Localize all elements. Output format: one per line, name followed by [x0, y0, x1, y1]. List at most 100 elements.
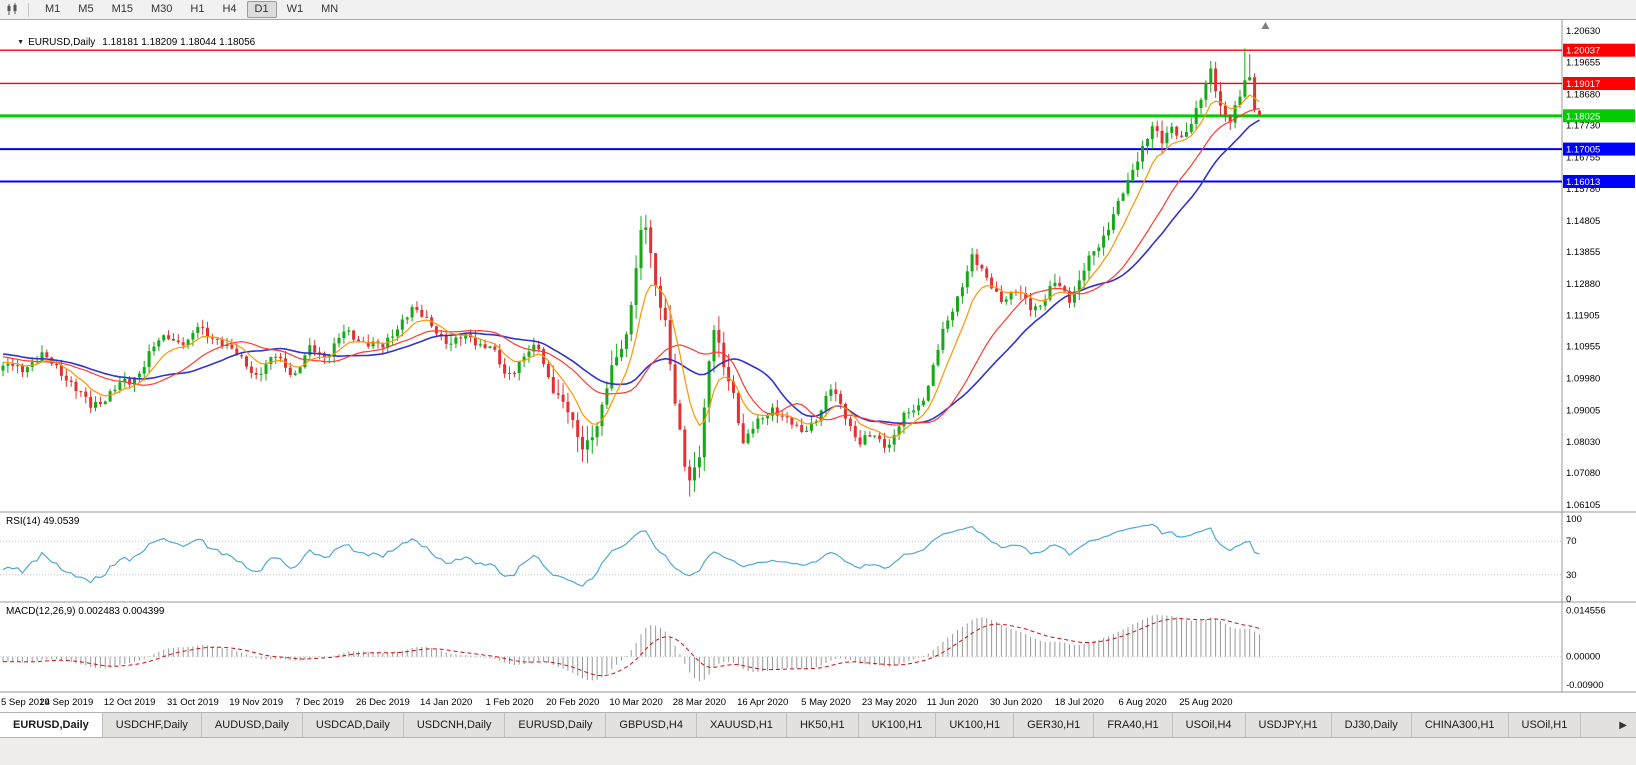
panel-borders: [0, 20, 1636, 693]
chart-tab-xauusd-h1[interactable]: XAUUSD,H1: [696, 713, 787, 737]
svg-text:31 Oct 2019: 31 Oct 2019: [167, 697, 219, 708]
svg-text:1.16013: 1.16013: [1566, 177, 1600, 188]
svg-text:1.16755: 1.16755: [1566, 152, 1600, 163]
svg-text:14 Jan 2020: 14 Jan 2020: [420, 697, 472, 708]
svg-text:1.18025: 1.18025: [1566, 111, 1600, 122]
macd-panel: [0, 614, 1562, 682]
chart-tab-uk100-h1[interactable]: UK100,H1: [858, 713, 937, 737]
svg-text:70: 70: [1566, 536, 1577, 547]
timeframe-button-m15[interactable]: M15: [111, 3, 133, 15]
svg-text:100: 100: [1566, 514, 1582, 525]
svg-text:1.19017: 1.19017: [1566, 79, 1600, 90]
timeframe-button-m5[interactable]: M5: [78, 3, 94, 15]
chart-tab-dj30-daily[interactable]: DJ30,Daily: [1331, 713, 1412, 737]
svg-text:0: 0: [1566, 594, 1571, 605]
timeframe-toolbar: M1 M5 M15 M30 H1 H4 D1 W1 MN: [0, 0, 1636, 20]
svg-text:1.09980: 1.09980: [1566, 374, 1600, 385]
svg-text:18 Jul 2020: 18 Jul 2020: [1055, 697, 1104, 708]
svg-text:1.11905: 1.11905: [1566, 311, 1600, 322]
svg-text:16 Apr 2020: 16 Apr 2020: [737, 697, 788, 708]
chart-tab-usdcad-daily[interactable]: USDCAD,Daily: [302, 713, 404, 737]
chart-tab-fra40-h1[interactable]: FRA40,H1: [1094, 713, 1173, 737]
chart-tab-gbpusd-h4[interactable]: GBPUSD,H4: [606, 713, 697, 737]
chart-title: ▼ EURUSD,Daily 1.18181 1.18209 1.18044 1.1…: [6, 26, 255, 59]
svg-text:7 Dec 2019: 7 Dec 2019: [295, 697, 344, 708]
candlestick-chart-icon-glyph: [7, 3, 17, 15]
svg-text:1.19655: 1.19655: [1566, 58, 1600, 69]
tab-scroll-right-icon[interactable]: ▶: [1619, 719, 1627, 731]
svg-text:1.12880: 1.12880: [1566, 279, 1600, 290]
svg-text:-0.00900: -0.00900: [1566, 680, 1604, 691]
svg-text:25 Aug 2020: 25 Aug 2020: [1179, 697, 1232, 708]
svg-text:5 May 2020: 5 May 2020: [801, 697, 851, 708]
chart-tab-eurusd-daily[interactable]: EURUSD,Daily: [505, 713, 607, 737]
svg-text:1.13855: 1.13855: [1566, 247, 1600, 258]
chart-tab-usdjpy-h1[interactable]: USDJPY,H1: [1245, 713, 1332, 737]
timeframe-button-m1[interactable]: M1: [45, 3, 61, 15]
svg-text:28 Mar 2020: 28 Mar 2020: [673, 697, 726, 708]
svg-text:0.00000: 0.00000: [1566, 652, 1600, 663]
toolbar-separator: [28, 2, 29, 17]
chart-tab-usoil-h4[interactable]: USOil,H4: [1172, 713, 1246, 737]
symbol-dropdown-icon: ▼: [17, 39, 25, 46]
macd-axis-labels: 0.014556 0.00000 -0.00900: [1566, 606, 1606, 692]
timeframe-button-h4[interactable]: H4: [222, 3, 237, 15]
svg-text:10 Mar 2020: 10 Mar 2020: [609, 697, 662, 708]
timeframe-button-m30[interactable]: M30: [150, 3, 173, 15]
svg-text:1.14805: 1.14805: [1566, 216, 1600, 227]
macd-indicator-label: MACD(12,26,9) 0.002483 0.004399: [6, 606, 165, 617]
svg-text:1.17730: 1.17730: [1566, 121, 1600, 132]
svg-text:30: 30: [1566, 570, 1577, 581]
svg-text:0.014556: 0.014556: [1566, 606, 1606, 617]
rsi-panel: [0, 523, 1562, 587]
moving-average-lines: [2, 94, 1260, 439]
svg-text:6 Aug 2020: 6 Aug 2020: [1119, 697, 1167, 708]
chart-tab-hk50-h1[interactable]: HK50,H1: [786, 713, 859, 737]
svg-text:24 Sep 2019: 24 Sep 2019: [39, 697, 93, 708]
horizontal-lines[interactable]: [0, 49, 1562, 183]
chart-tab-uk100-h1[interactable]: UK100,H1: [936, 713, 1015, 737]
svg-text:20 Feb 2020: 20 Feb 2020: [546, 697, 599, 708]
svg-text:1.09005: 1.09005: [1566, 405, 1600, 416]
timeframe-button-mn[interactable]: MN: [321, 3, 339, 15]
chart-tab-china300-h1[interactable]: CHINA300,H1: [1411, 713, 1509, 737]
candlestick-chart-icon[interactable]: [6, 3, 20, 16]
svg-text:1.10955: 1.10955: [1566, 342, 1600, 353]
rsi-axis-labels: 100 70 30 0: [1566, 514, 1582, 605]
svg-text:26 Dec 2019: 26 Dec 2019: [356, 697, 410, 708]
chart-ohlc-values: 1.18181 1.18209 1.18044 1.18056: [102, 37, 256, 48]
chart-tab-ger30-h1[interactable]: GER30,H1: [1014, 713, 1095, 737]
svg-text:1.20037: 1.20037: [1566, 46, 1600, 57]
svg-text:12 Oct 2019: 12 Oct 2019: [104, 697, 156, 708]
svg-text:1.17005: 1.17005: [1566, 145, 1600, 156]
svg-text:1.18680: 1.18680: [1566, 90, 1600, 101]
svg-text:1.07080: 1.07080: [1566, 468, 1600, 479]
svg-text:1.20630: 1.20630: [1566, 26, 1600, 37]
timeframe-buttons: M1 M5 M15 M30 H1 H4 D1 W1 MN: [37, 1, 348, 18]
svg-text:19 Nov 2019: 19 Nov 2019: [229, 697, 283, 708]
rsi-indicator-label: RSI(14) 49.0539: [6, 516, 80, 527]
price-axis-labels: 1.20630 1.19655 1.18680 1.17730 1.16755 1.157…: [1566, 26, 1600, 511]
chart-shift-marker: [1261, 22, 1270, 29]
timeframe-button-w1[interactable]: W1: [286, 3, 304, 15]
timeframe-button-d1[interactable]: D1: [246, 1, 277, 18]
timeframe-button-h1[interactable]: H1: [190, 3, 205, 15]
chart-tab-eurusd-daily[interactable]: EURUSD,Daily: [0, 713, 103, 737]
svg-text:30 Jun 2020: 30 Jun 2020: [990, 697, 1042, 708]
svg-text:1 Feb 2020: 1 Feb 2020: [485, 697, 533, 708]
svg-text:1.15780: 1.15780: [1566, 184, 1600, 195]
svg-text:5 Sep 2019: 5 Sep 2019: [1, 697, 50, 708]
chart-tab-usdcnh-daily[interactable]: USDCNH,Daily: [403, 713, 506, 737]
svg-text:1.08030: 1.08030: [1566, 437, 1600, 448]
chart-symbol-label: EURUSD,Daily: [28, 37, 96, 48]
chart-tab-usdchf-daily[interactable]: USDCHF,Daily: [102, 713, 202, 737]
chart-tab-usoil-h1[interactable]: USOil,H1: [1508, 713, 1582, 737]
chart-tab-audusd-daily[interactable]: AUDUSD,Daily: [201, 713, 303, 737]
svg-text:23 May 2020: 23 May 2020: [862, 697, 917, 708]
svg-text:1.06105: 1.06105: [1566, 500, 1600, 511]
svg-text:11 Jun 2020: 11 Jun 2020: [927, 697, 979, 708]
price-line-badges: 1.20037 1.19017 1.18025 1.17005 1.16013: [1563, 43, 1635, 188]
